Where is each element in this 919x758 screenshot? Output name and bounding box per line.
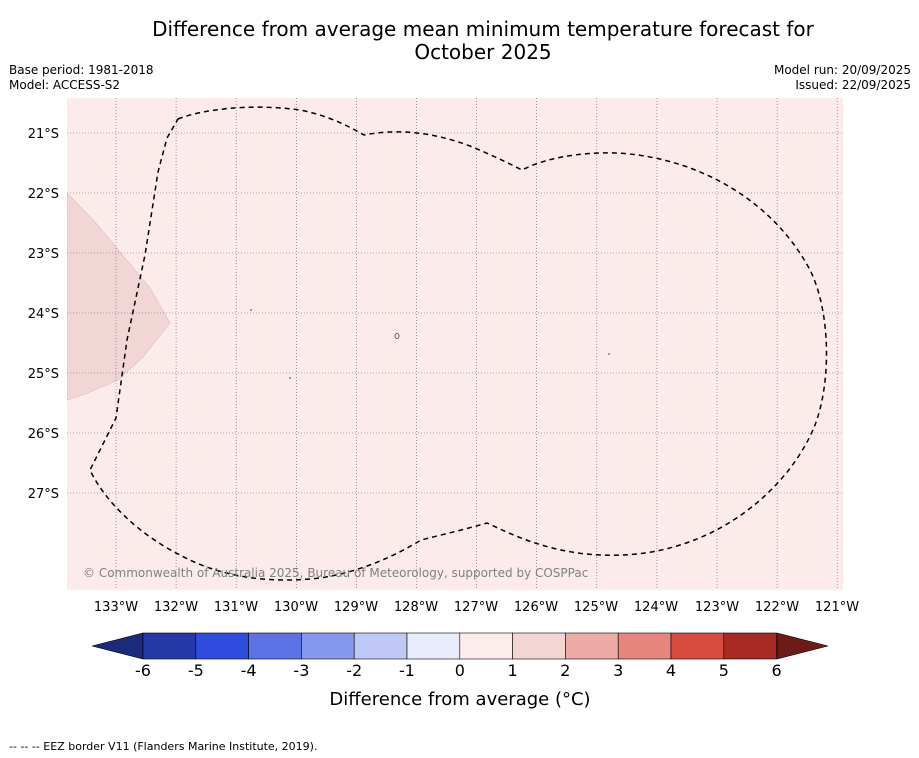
lat-label-24s: 24°S (28, 307, 59, 322)
lon-label-128w: 128°W (394, 600, 438, 615)
colorbar-tick-label: -3 (293, 661, 309, 680)
island-4 (289, 377, 291, 379)
colorbar-tick-label: 1 (508, 661, 518, 680)
map-panel: © Commonwealth of Australia 2025, Bureau… (67, 98, 843, 590)
lon-label-130w: 130°W (274, 600, 318, 615)
graticule (67, 98, 843, 590)
lon-label-126w: 126°W (514, 600, 558, 615)
lat-label-26s: 26°S (28, 427, 59, 442)
lat-label-23s: 23°S (28, 247, 59, 262)
lon-label-131w: 131°W (214, 600, 258, 615)
colorbar-high-extend (776, 632, 829, 660)
colorbar-cell (142, 632, 197, 660)
lon-label-129w: 129°W (334, 600, 378, 615)
title-line-1: Difference from average mean minimum tem… (152, 17, 814, 41)
copyright-text: © Commonwealth of Australia 2025, Bureau… (83, 566, 588, 580)
colorbar-tick-label: 6 (772, 661, 782, 680)
colorbar-cell (512, 632, 566, 660)
colorbar: -6 -5 -4 -3 -2 -1 0 1 2 3 4 5 6 Difference from aver… (91, 632, 829, 710)
title-line-2: October 2025 (414, 40, 552, 64)
lat-label-22s: 22°S (28, 187, 59, 202)
colorbar-tick-label: 3 (613, 661, 623, 680)
eez-border (89, 106, 828, 581)
map-background (67, 98, 843, 590)
lon-label-123w: 123°W (695, 600, 739, 615)
lon-label-132w: 132°W (154, 600, 198, 615)
colorbar-tick-label: 4 (666, 661, 676, 680)
warm-anomaly-patch (67, 192, 171, 401)
island-2 (394, 333, 400, 339)
colorbar-cell (248, 632, 302, 660)
colorbar-cells (142, 632, 777, 660)
colorbar-tick-label: -2 (346, 661, 362, 680)
colorbar-ticks: -6 -5 -4 -3 -2 -1 0 1 2 3 4 5 6 (135, 661, 782, 680)
island-1 (250, 309, 252, 311)
lat-label-21s: 21°S (28, 127, 59, 142)
model-run: Model run: 20/09/2025 (773, 63, 911, 77)
base-period: Base period: 1981-2018 (9, 63, 154, 77)
lon-label-124w: 124°W (634, 600, 678, 615)
colorbar-cell (301, 632, 355, 660)
colorbar-cell (406, 632, 461, 660)
colorbar-cell (565, 632, 619, 660)
meta-left: Base period: 1981-2018 Model: ACCESS-S2 (9, 63, 154, 93)
colorbar-cell (353, 632, 408, 660)
colorbar-tick-label: -1 (399, 661, 415, 680)
colorbar-low-extend (91, 632, 144, 660)
colorbar-cell (617, 632, 672, 660)
colorbar-tick-label: -4 (241, 661, 257, 680)
colorbar-cell (670, 632, 725, 660)
colorbar-cell (195, 632, 249, 660)
lon-label-121w: 121°W (815, 600, 859, 615)
colorbar-cell (723, 632, 777, 660)
map-title: Difference from average mean minimum tem… (0, 18, 919, 64)
latitude-labels: 21°S 22°S 23°S 24°S 25°S 26°S 27°S (28, 127, 59, 502)
island-3 (608, 353, 610, 355)
colorbar-tick-label: 2 (560, 661, 570, 680)
lon-label-125w: 125°W (574, 600, 618, 615)
colorbar-cell (459, 632, 513, 660)
longitude-labels: 133°W 132°W 131°W 130°W 129°W 128°W 127°… (94, 600, 859, 615)
lon-label-127w: 127°W (454, 600, 498, 615)
lon-label-133w: 133°W (94, 600, 138, 615)
issued-date: Issued: 22/09/2025 (795, 78, 911, 92)
colorbar-tick-label: -5 (188, 661, 204, 680)
model-name: Model: ACCESS-S2 (9, 78, 121, 92)
eez-footnote: -- -- -- EEZ border V11 (Flanders Marine… (9, 740, 318, 753)
lon-label-122w: 122°W (755, 600, 799, 615)
colorbar-tick-label: 5 (719, 661, 729, 680)
meta-right: Model run: 20/09/2025 Issued: 22/09/2025 (774, 63, 911, 93)
colorbar-tick-label: 0 (455, 661, 465, 680)
lat-label-25s: 25°S (28, 367, 59, 382)
colorbar-tick-label: -6 (135, 661, 151, 680)
lat-label-27s: 27°S (28, 487, 59, 502)
colorbar-label: Difference from average (°C) (329, 689, 590, 710)
